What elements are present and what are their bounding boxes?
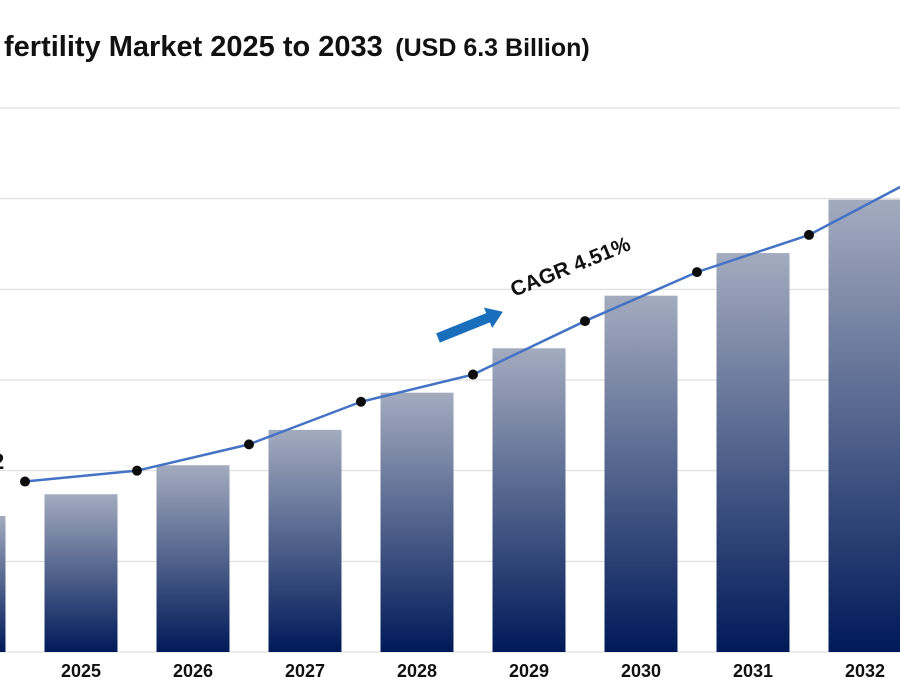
- bar-2024: [0, 516, 6, 652]
- trend-point-2024: [20, 476, 30, 487]
- trend-point-2031: [804, 229, 814, 240]
- chart-title: fertility Market 2025 to 2033 (USD 6.3 B…: [4, 31, 590, 63]
- edge-value-label: 2: [0, 449, 4, 474]
- cagr-arrow-icon: [436, 307, 503, 343]
- trend-line: [20, 185, 900, 487]
- bars: [0, 199, 900, 653]
- x-tick-label: 2031: [733, 661, 773, 681]
- bar-2030: [604, 295, 678, 652]
- bar-2032: [828, 199, 900, 652]
- bar-2026: [156, 465, 230, 652]
- x-axis-ticks: 2024202520262027202820292030203120322033: [61, 661, 885, 681]
- cagr-label: CAGR 4.51%: [507, 233, 634, 302]
- bar-2031: [716, 253, 790, 653]
- bar-2028: [380, 392, 454, 652]
- x-tick-label: 2032: [845, 661, 885, 681]
- cagr-annotation: CAGR 4.51%: [436, 233, 634, 343]
- trend-point-2026: [244, 439, 254, 450]
- x-tick-label: 2029: [509, 661, 549, 681]
- trend-point-2030: [692, 267, 702, 278]
- trend-point-2027: [356, 396, 366, 407]
- x-tick-label: 2025: [61, 661, 101, 681]
- x-tick-label: 2030: [621, 661, 661, 681]
- chart-title-main: fertility Market 2025 to 2033: [4, 31, 383, 63]
- x-tick-label: 2027: [285, 661, 325, 681]
- x-tick-label: 2026: [173, 661, 213, 681]
- bar-2027: [268, 429, 342, 652]
- bar-2025: [44, 494, 118, 652]
- bar-2029: [492, 348, 566, 652]
- trend-point-2029: [580, 316, 590, 327]
- chart-subtitle: (USD 6.3 Billion): [395, 34, 589, 62]
- x-tick-label: 2028: [397, 661, 437, 681]
- trend-point-2025: [132, 465, 142, 476]
- trend-point-2028: [468, 369, 478, 380]
